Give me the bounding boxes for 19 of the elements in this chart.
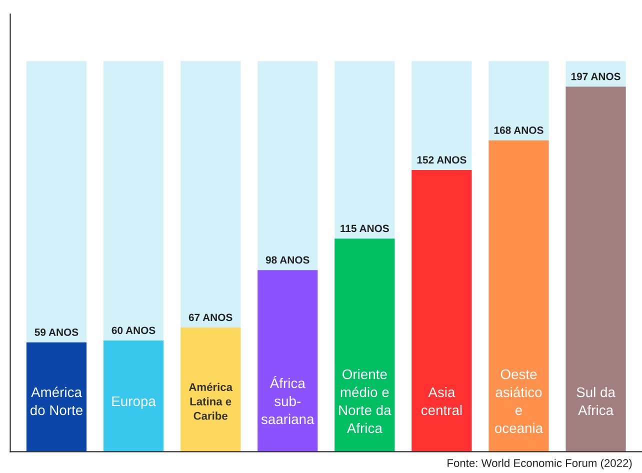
data-label: 60 ANOS [112,326,156,334]
x-tick-label: África sub- saariana [261,376,314,424]
x-tick-label: Asia central [421,386,462,416]
x-tick-label: Oeste asiático e oceania [494,369,544,434]
data-label: 152 ANOS [417,156,466,164]
x-tick-label: Sul da Africa [576,386,616,416]
x-tick-label: América do Norte [30,386,83,416]
bar [103,340,164,452]
data-label: 168 ANOS [494,126,544,134]
data-label: 59 ANOS [34,328,78,336]
x-tick-label: Oriente médio e Norte da Africa [339,368,392,434]
source-note: Fonte: World Economic Forum (2022) [448,458,632,470]
data-label: 115 ANOS [340,224,389,232]
data-label: 197 ANOS [571,72,620,80]
x-tick-label: América Latina e Caribe [188,382,233,420]
bar [180,328,241,452]
data-label: 98 ANOS [266,256,310,264]
data-label: 67 ANOS [188,314,232,322]
x-tick-label: Europa [112,396,156,409]
